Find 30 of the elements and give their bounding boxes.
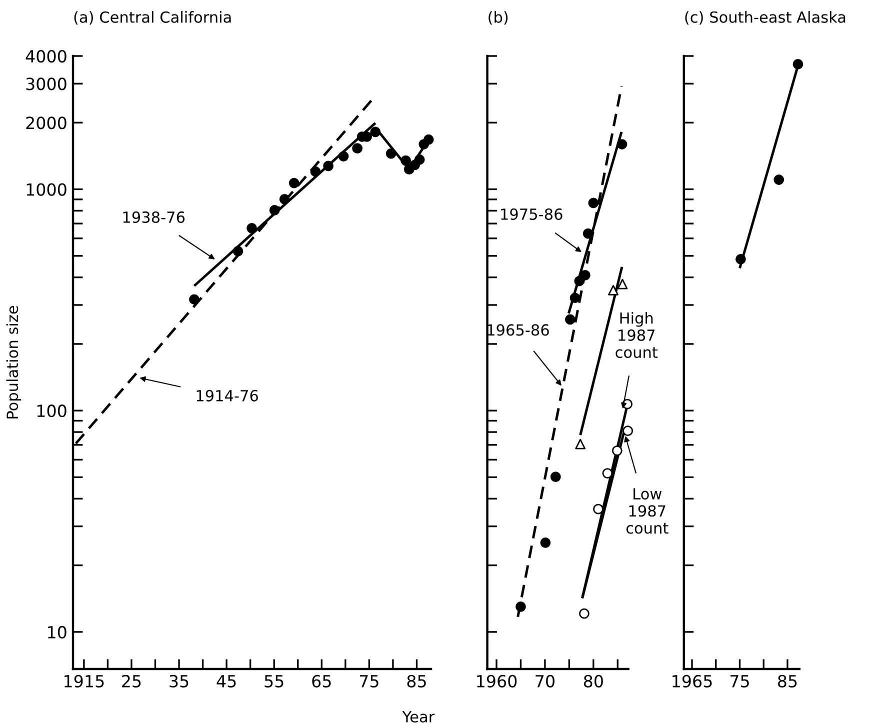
y-tick-label: 4000 [26, 50, 66, 63]
x-tick-label: 65 [312, 674, 331, 688]
x-tick-label: 70 [536, 674, 554, 688]
chart-title: (c) South-east Alaska [685, 11, 846, 25]
y-tick-label: 1000 [26, 183, 66, 196]
y-tick-label: 3000 [26, 78, 66, 90]
x-tick-label: 25 [122, 674, 141, 688]
x-tick-label: 35 [170, 674, 188, 688]
annotation: 1975-86 [501, 208, 562, 220]
x-tick-label: 45 [216, 675, 236, 688]
y-tick-label: 2000 [26, 116, 66, 130]
x-tick-label: 85 [778, 674, 797, 688]
x-tick-label: 85 [407, 674, 426, 688]
x-tick-label: 1960 [477, 674, 517, 688]
annotation: Low 1987 count [626, 488, 668, 534]
chart-title: (a) Central California [74, 11, 231, 25]
chart-title: (b) [488, 11, 508, 25]
annotation: High 1987 count [616, 312, 658, 358]
x-axis-title: Year [402, 711, 435, 723]
annotation: 1914-76 [196, 390, 258, 402]
x-tick-label: 55 [264, 675, 284, 688]
x-tick-label: 75 [360, 675, 378, 688]
annotation: 1938-76 [123, 211, 185, 223]
x-tick-label: 1915 [64, 674, 104, 688]
y-tick-label: 10 [48, 626, 66, 638]
y-axis-title: Population size [6, 306, 22, 418]
x-tick-label: 80 [584, 674, 603, 688]
x-tick-label: 75 [730, 675, 749, 688]
y-tick-label: 100 [37, 404, 66, 418]
x-tick-label: 1965 [672, 674, 712, 688]
